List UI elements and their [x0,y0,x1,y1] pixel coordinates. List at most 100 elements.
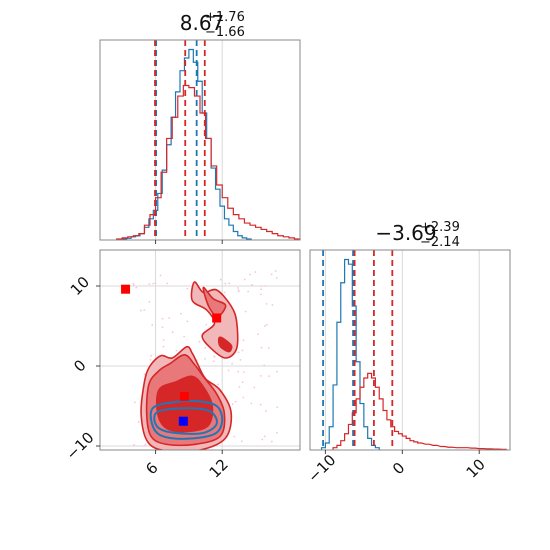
scatter-sample-point [270,273,273,276]
scatter-xtick-label-0: 6 [142,459,161,478]
scatter-xtick-label-1: 12 [206,455,232,481]
scatter-sample-point [224,282,227,285]
scatter-sample-point [275,277,278,279]
hist1-series-0-step [121,48,252,240]
scatter-sample-point [133,444,135,446]
scatter-sample-point [265,302,268,305]
hist2-series-0-step [320,258,380,450]
scatter-sample-point [204,347,207,349]
scatter-sample-point [240,440,243,443]
scatter-sample-point [144,443,147,446]
scatter-sample-point [237,351,240,354]
scatter-sample-point [265,323,268,326]
scatter-sample-point [198,340,201,343]
hist2-xtick-label-1: 0 [389,459,408,478]
histogram-panel-param-1: 8.67 +1.76 −1.66 [99,10,301,244]
scatter-sample-point [132,283,135,285]
scatter-sample-point [271,304,274,306]
scatter-sample-point [241,381,244,384]
scatter-sample-point [227,369,230,372]
scatter-sample-point [263,325,266,328]
scatter-sample-point [267,347,270,349]
scatter-sample-point [231,403,234,406]
scatter-sample-point [213,355,216,358]
scatter-sample-point [239,358,242,361]
scatter-sample-point [260,285,263,288]
scatter-sample-point [233,435,236,438]
scatter-frame [99,249,301,451]
scatter-sample-point [186,320,189,323]
scatter-sample-point [183,335,185,338]
scatter-sample-point [223,291,226,294]
truth-marker-1 [212,313,222,323]
scatter-sample-point [253,386,256,389]
histogram-1-title-minus: −1.66 [205,25,245,40]
scatter-sample-point [264,285,266,288]
scatter-sample-point [238,386,241,388]
scatter-sample-point [149,358,152,361]
scatter-sample-point [161,317,164,320]
scatter-sample-point [219,278,222,281]
scatter-sample-point [205,323,208,326]
scatter-sample-point [228,282,231,285]
hist1-series-1-step [116,84,301,240]
scatter-sample-point [261,438,264,441]
scatter-panel-params-1-2: 6 12 −10 0 10 [62,249,301,482]
scatter-sample-point [150,354,152,357]
scatter-sample-point [217,383,220,386]
histogram-2-title-minus: −2.14 [420,235,460,250]
histogram-panel-param-2: −10 0 10 −3.69 +2.39 −2.14 [304,220,511,486]
truth-marker-0 [121,284,131,294]
scatter-sample-point [270,440,273,443]
scatter-sample-point [143,444,146,447]
scatter-sample-point [263,435,266,438]
scatter-sample-point [139,309,142,312]
scatter-sample-point [241,349,244,352]
scatter-ytick-label-0: −10 [62,428,97,463]
scatter-ytick-label-2: 10 [67,273,93,299]
scatter-sample-point [180,312,182,315]
hist2-xtick-label-0: −10 [304,451,339,486]
scatter-sample-point [257,333,259,336]
scatter-sample-point [268,375,270,378]
scatter-sample-point [243,278,246,281]
scatter-sample-point [260,288,263,291]
scatter-sample-point [276,370,278,373]
truth-marker-3 [178,416,188,426]
scatter-sample-point [237,289,240,292]
histogram-2-title-median: −3.69 [375,221,436,245]
scatter-ytick-label-1: 0 [70,356,89,375]
scatter-sample-point [152,282,155,285]
histogram-1-title: 8.67 [180,11,225,35]
scatter-sample-point [143,373,146,376]
scatter-sample-point [274,270,277,272]
scatter-sample-point [234,400,237,403]
scatter-sample-point [151,324,154,326]
scatter-sample-point [244,310,247,313]
scatter-sample-point [231,362,234,365]
scatter-sample-point [242,396,245,399]
scatter-sample-point [137,421,140,423]
red-contour-inner-5 [217,336,233,353]
hist2-xtick-label-2: 10 [463,455,489,481]
scatter-sample-point [212,360,215,363]
scatter-sample-point [249,273,251,276]
scatter-sample-point [175,349,178,352]
scatter-sample-point [143,309,146,311]
scatter-sample-point [251,283,254,286]
blue-contour-0 [149,399,224,440]
histogram-2-title: −3.69 [375,221,436,245]
scatter-inner [100,250,300,450]
scatter-sample-point [132,284,135,287]
scatter-sample-point [242,339,245,342]
scatter-sample-point [259,374,262,377]
hist2-series-1-step [332,372,507,450]
red-contour-mid-4 [202,286,227,318]
scatter-sample-point [275,431,278,434]
histogram-1-title-median: 8.67 [180,11,225,35]
scatter-sample-point [263,364,266,367]
scatter-sample-point [159,274,162,277]
scatter-sample-point [148,283,151,286]
scatter-sample-point [204,358,207,360]
scatter-sample-point [133,401,136,404]
